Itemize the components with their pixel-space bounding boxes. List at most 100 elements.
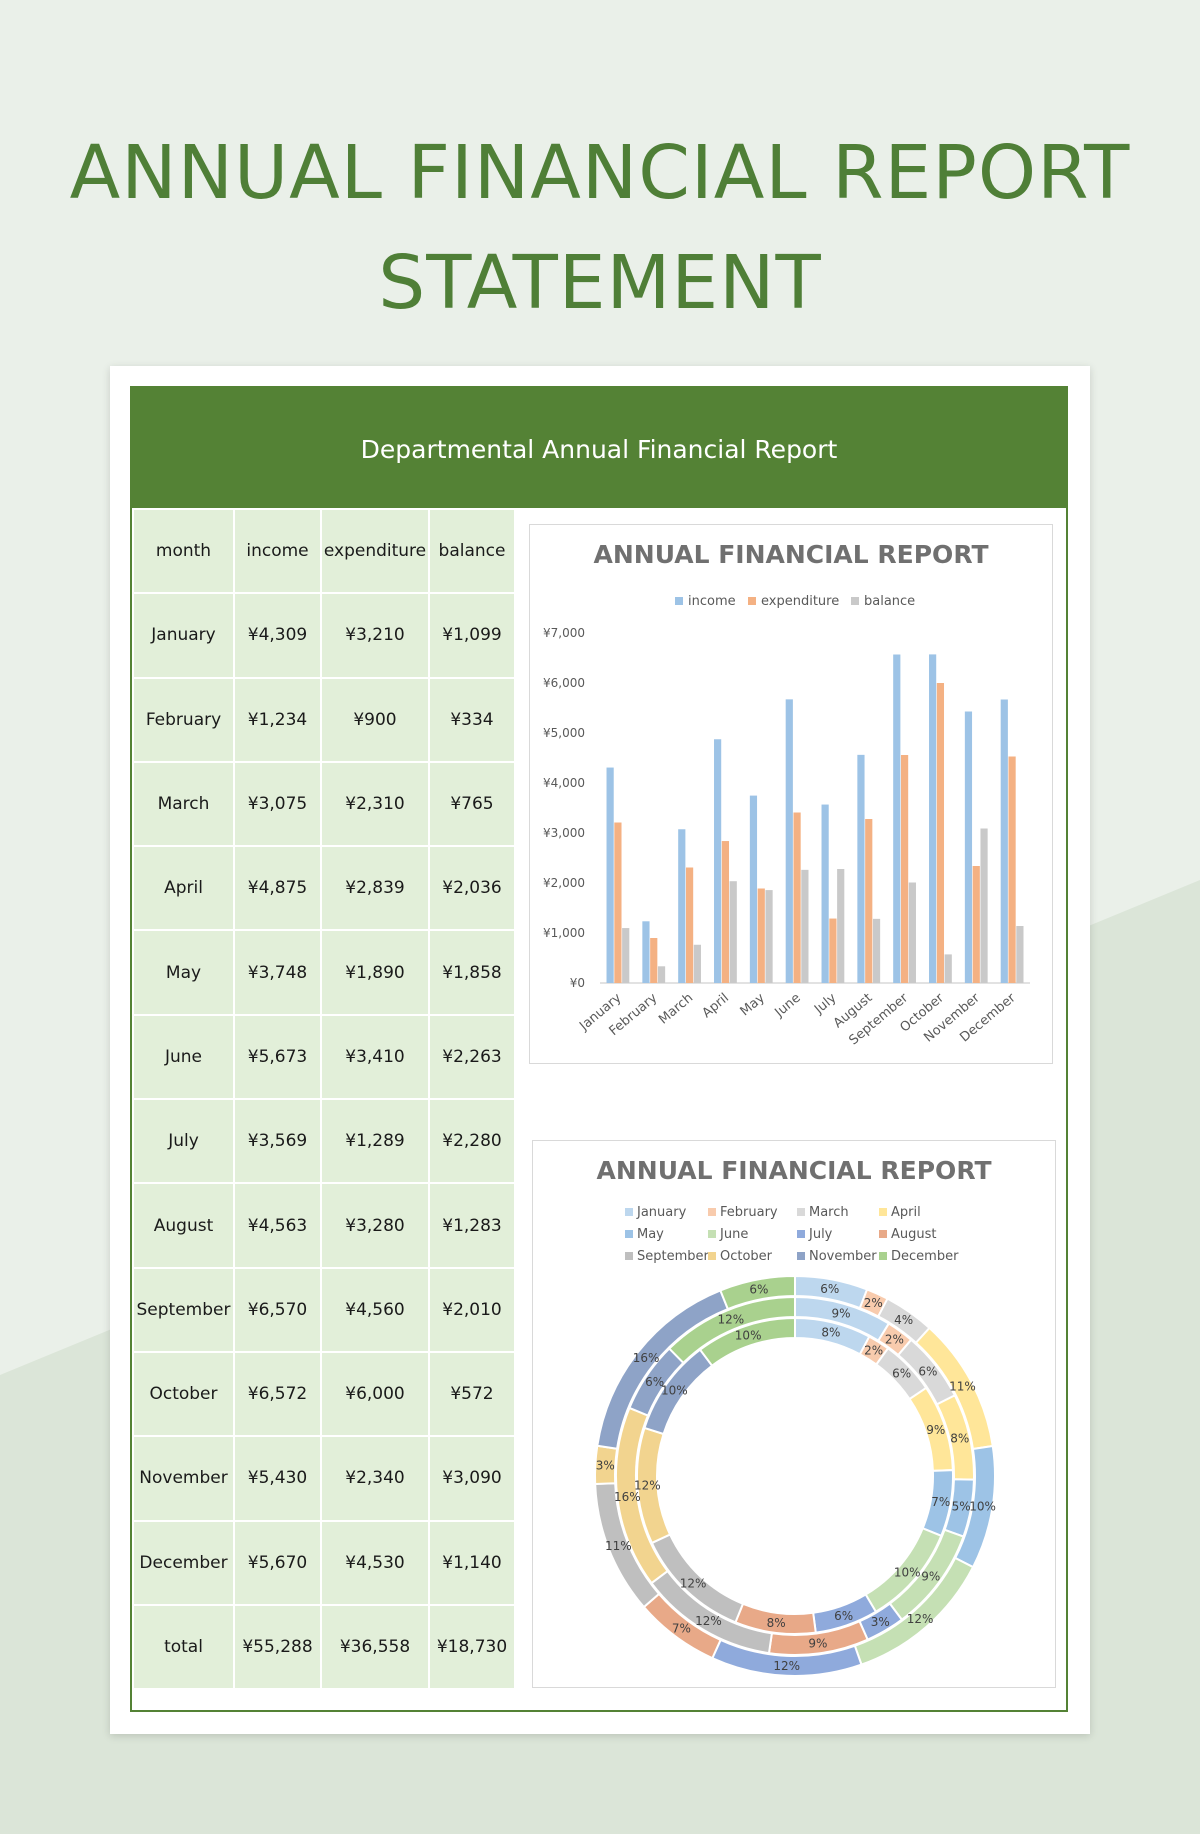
y-tick-label: ¥5,000 — [543, 726, 585, 740]
legend-label: January — [636, 1205, 687, 1220]
value-cell: ¥3,280 — [320, 1182, 430, 1269]
slice-label: 9% — [832, 1306, 851, 1320]
month-cell: May — [132, 929, 235, 1016]
bar-chart: ANNUAL FINANCIAL REPORT income expenditur… — [543, 540, 1030, 1048]
value-cell: ¥4,563 — [233, 1182, 322, 1269]
slice-label: 10% — [969, 1499, 996, 1513]
bar-expenditure — [793, 812, 801, 983]
doughnut-slice-income — [698, 1316, 796, 1368]
value-cell: ¥2,310 — [320, 760, 430, 848]
value-cell: ¥4,530 — [320, 1519, 430, 1606]
value-cell: ¥1,858 — [428, 929, 516, 1016]
slice-label: 2% — [864, 1344, 883, 1358]
slice-label: 2% — [885, 1332, 904, 1346]
financial-table: month income expenditure balance January… — [132, 507, 516, 1691]
doughnut-chart: ANNUAL FINANCIAL REPORT January February M… — [594, 1156, 996, 1677]
page-title-line-1: ANNUAL FINANCIAL REPORT — [69, 130, 1131, 216]
y-tick-label: ¥6,000 — [543, 676, 585, 690]
table-row: June ¥5,673 ¥3,410 ¥2,263 — [132, 1013, 516, 1101]
value-cell: ¥36,558 — [320, 1603, 430, 1691]
value-cell: ¥2,280 — [428, 1098, 516, 1185]
bar-balance — [908, 882, 916, 983]
slice-label: 12% — [634, 1478, 661, 1492]
bar-balance — [765, 890, 773, 983]
slice-label: 9% — [921, 1570, 940, 1584]
report-card: Departmental Annual Financial Report mon… — [110, 366, 1090, 1734]
bar-income — [929, 654, 937, 983]
value-cell: ¥2,010 — [428, 1266, 516, 1353]
slice-label: 6% — [892, 1366, 911, 1380]
bar-chart-panel: ANNUAL FINANCIAL REPORT income expenditur… — [529, 524, 1053, 1064]
slice-label: 10% — [661, 1383, 688, 1397]
bar-chart-legend: income expenditure balance — [675, 594, 915, 609]
doughnut-chart-legend: January February March April May June July Augu… — [625, 1205, 959, 1264]
slice-label: 8% — [821, 1325, 840, 1339]
legend-swatch — [748, 597, 756, 605]
value-cell: ¥1,283 — [428, 1182, 516, 1269]
value-cell: ¥4,560 — [320, 1266, 430, 1353]
bar-income — [893, 654, 901, 983]
legend-swatch — [675, 597, 683, 605]
bar-balance — [837, 869, 845, 983]
legend-label: November — [809, 1249, 877, 1264]
legend-label: October — [720, 1249, 773, 1264]
legend-swatch — [879, 1252, 887, 1260]
slice-label: 5% — [952, 1500, 971, 1514]
slice-label: 8% — [950, 1432, 969, 1446]
legend-label: September — [637, 1249, 710, 1264]
table-row: July ¥3,569 ¥1,289 ¥2,280 — [132, 1098, 516, 1185]
doughnut-slice-expenditure — [667, 1295, 796, 1365]
slice-label: 7% — [672, 1621, 691, 1635]
legend-label: August — [891, 1227, 937, 1242]
bar-expenditure — [829, 918, 837, 983]
bar-income — [821, 804, 829, 983]
month-cell: July — [132, 1098, 235, 1185]
slice-label: 12% — [695, 1614, 722, 1628]
x-tick-label: March — [656, 991, 696, 1028]
legend-swatch — [708, 1230, 716, 1238]
table-row: December ¥5,670 ¥4,530 ¥1,140 — [132, 1519, 516, 1606]
doughnut-chart-title: ANNUAL FINANCIAL REPORT — [597, 1156, 992, 1185]
month-cell: September — [132, 1266, 235, 1353]
value-cell: ¥900 — [320, 676, 430, 763]
bar-balance — [693, 944, 701, 983]
report-frame: Departmental Annual Financial Report mon… — [130, 386, 1068, 1712]
slice-label: 11% — [949, 1379, 976, 1393]
table-row: February ¥1,234 ¥900 ¥334 — [132, 676, 516, 763]
legend-label: December — [891, 1249, 959, 1264]
slice-label: 7% — [931, 1495, 950, 1509]
table-total-row: total ¥55,288 ¥36,558 ¥18,730 — [132, 1603, 516, 1691]
doughnut-chart-labels: 8%2%6%9%7%10%6%8%12%12%10%10%9%2%6%8%5%9… — [596, 1282, 996, 1673]
x-tick-label: July — [811, 990, 840, 1017]
table-row: April ¥4,875 ¥2,839 ¥2,036 — [132, 845, 516, 932]
legend-swatch — [625, 1252, 633, 1260]
legend-swatch — [797, 1252, 805, 1260]
table-body: January ¥4,309 ¥3,210 ¥1,099 February ¥1,234 ¥… — [132, 592, 516, 1691]
value-cell: ¥3,075 — [233, 760, 322, 848]
legend-swatch — [879, 1230, 887, 1238]
column-header: month — [132, 507, 235, 595]
value-cell: ¥2,340 — [320, 1435, 430, 1522]
month-cell: total — [132, 1603, 235, 1691]
legend-label: June — [719, 1227, 748, 1242]
bar-chart-bars — [606, 654, 1024, 983]
page-title-line-2: STATEMENT — [378, 240, 822, 326]
bar-income — [714, 739, 722, 983]
value-cell: ¥3,748 — [233, 929, 322, 1016]
y-tick-label: ¥7,000 — [543, 626, 585, 640]
value-cell: ¥3,090 — [428, 1435, 516, 1522]
legend-swatch — [797, 1230, 805, 1238]
legend-swatch — [879, 1208, 887, 1216]
legend-swatch — [851, 597, 859, 605]
x-tick-label: June — [772, 991, 804, 1021]
value-cell: ¥5,673 — [233, 1013, 322, 1101]
value-cell: ¥1,890 — [320, 929, 430, 1016]
legend-label: balance — [864, 594, 915, 609]
value-cell: ¥2,839 — [320, 845, 430, 932]
slice-label: 10% — [894, 1566, 921, 1580]
slice-label: 6% — [749, 1282, 768, 1296]
y-tick-label: ¥0 — [570, 976, 585, 990]
value-cell: ¥2,036 — [428, 845, 516, 932]
table-row: March ¥3,075 ¥2,310 ¥765 — [132, 760, 516, 848]
legend-swatch — [708, 1208, 716, 1216]
